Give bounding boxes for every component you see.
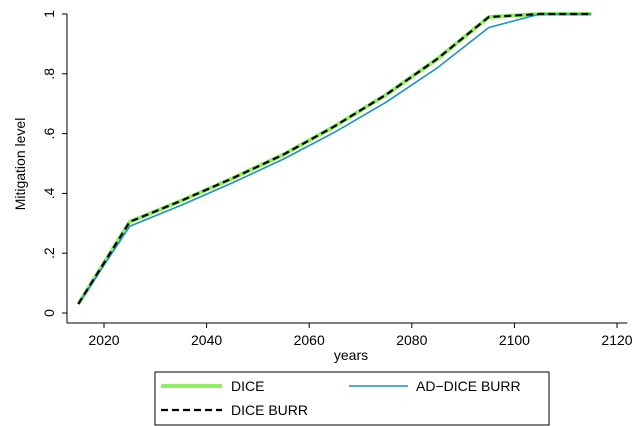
legend-label-dice-burr: DICE BURR <box>231 402 308 418</box>
legend-label-ad-dice-burr: AD−DICE BURR <box>416 378 521 394</box>
legend-box <box>154 371 550 426</box>
y-tick-label: .6 <box>41 128 57 140</box>
y-tick-label: .8 <box>41 68 57 80</box>
y-tick-label: 0 <box>41 309 57 317</box>
series-line-ad-dice-burr <box>77 13 592 305</box>
y-ticks: 0 .2 .4 .6 .8 1 <box>41 10 67 317</box>
y-axis-title: Mitigation level <box>12 118 28 211</box>
legend-label-dice: DICE <box>231 378 264 394</box>
x-tick-label: 2060 <box>294 332 325 348</box>
series-line-dice-burr <box>77 12 592 305</box>
x-tick-label: 2080 <box>396 332 427 348</box>
y-tick-label: .2 <box>41 247 57 259</box>
y-tick-label: 1 <box>41 10 57 18</box>
x-axis-title: years <box>334 347 368 363</box>
x-tick-label: 2040 <box>191 332 222 348</box>
x-ticks: 2020 2040 2060 2080 2100 2120 <box>88 323 633 348</box>
axes <box>66 14 628 324</box>
series-layer <box>76 12 592 306</box>
x-tick-label: 2100 <box>499 332 530 348</box>
series-line-dice <box>76 12 592 306</box>
y-tick-label: .4 <box>41 187 57 199</box>
x-tick-label: 2120 <box>601 332 632 348</box>
legend: DICE AD−DICE BURR DICE BURR <box>154 371 550 426</box>
x-tick-label: 2020 <box>88 332 119 348</box>
